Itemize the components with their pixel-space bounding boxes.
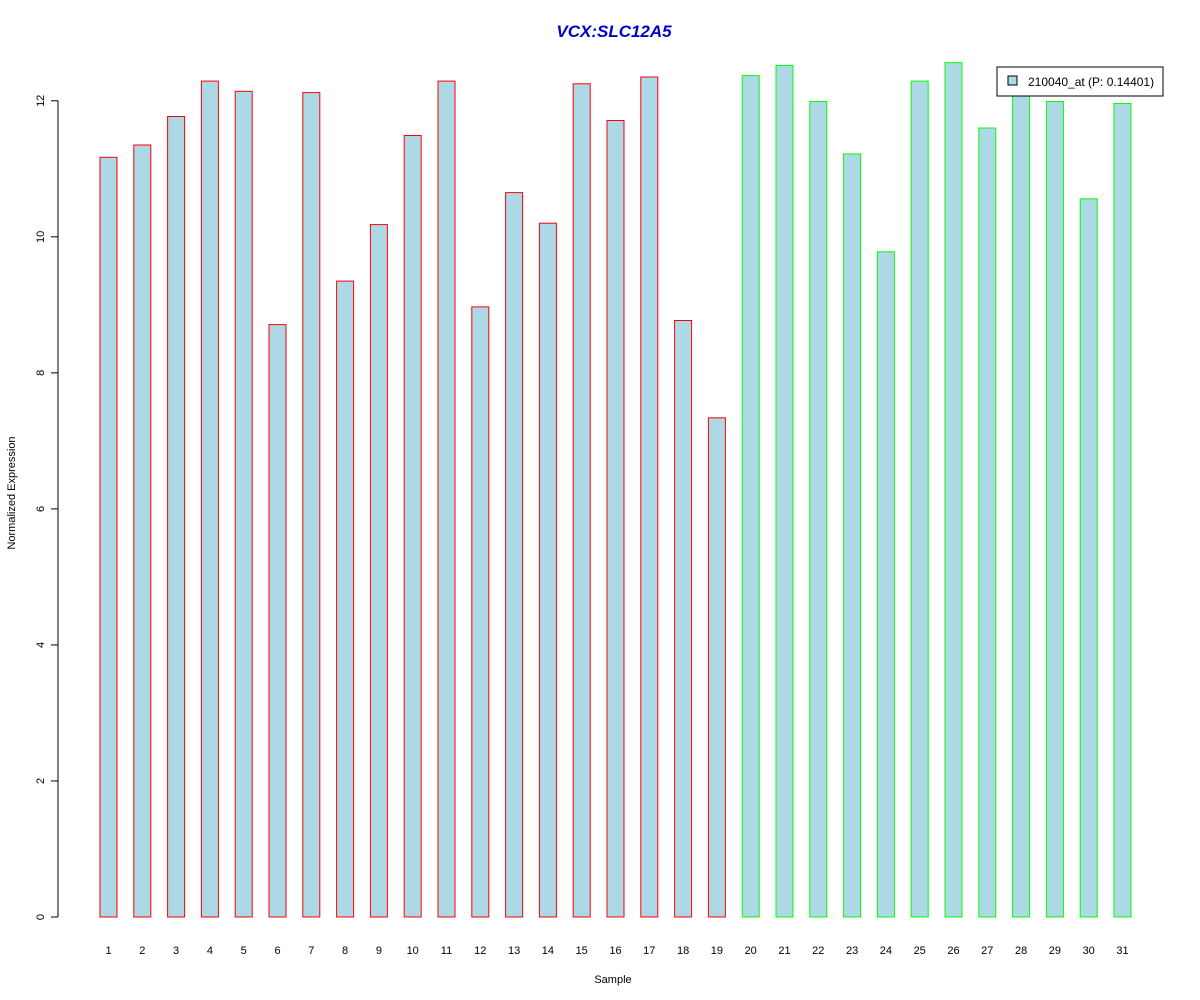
x-tick-label: 31 xyxy=(1116,945,1128,957)
x-tick-label: 29 xyxy=(1049,945,1061,957)
bar-sample-12 xyxy=(471,306,490,918)
bar-sample-3 xyxy=(167,116,186,918)
x-tick-label: 4 xyxy=(207,945,213,957)
x-axis-labels: 1 2 3 4 5 6 7 8 9 10 11 12 13 14 15 16 17 18 19 20 21 22 23 24 2… xyxy=(105,945,1128,957)
bar-sample-17 xyxy=(640,76,659,918)
legend-swatch xyxy=(1007,75,1018,86)
bar-sample-14 xyxy=(538,222,557,918)
x-tick-label: 8 xyxy=(342,945,348,957)
x-tick-label: 10 xyxy=(407,945,419,957)
y-tick-label: 4 xyxy=(35,642,47,648)
x-tick-label: 14 xyxy=(542,945,554,957)
legend-box xyxy=(996,66,1164,97)
x-axis-label: Sample xyxy=(594,974,631,986)
x-tick-label: 22 xyxy=(812,945,824,957)
x-tick-label: 18 xyxy=(677,945,689,957)
x-tick-label: 21 xyxy=(778,945,790,957)
x-tick-label: 7 xyxy=(308,945,314,957)
bar-sample-5 xyxy=(234,90,253,918)
bar-sample-31 xyxy=(1113,103,1132,918)
y-axis-label: Normalized Expression xyxy=(6,436,18,549)
bar-sample-2 xyxy=(133,144,152,918)
bar-sample-20 xyxy=(741,75,760,918)
bar-sample-19 xyxy=(707,417,726,918)
bar-sample-23 xyxy=(843,153,862,918)
y-tick-label: 12 xyxy=(35,95,47,107)
bar-sample-7 xyxy=(302,92,321,918)
x-tick-label: 5 xyxy=(241,945,247,957)
x-tick-label: 9 xyxy=(376,945,382,957)
bar-sample-27 xyxy=(978,127,997,918)
y-tick-label: 10 xyxy=(35,231,47,243)
x-tick-label: 27 xyxy=(981,945,993,957)
bar-sample-13 xyxy=(505,192,524,918)
y-tick-label: 0 xyxy=(35,914,47,920)
bar-sample-16 xyxy=(606,120,625,918)
bar-sample-18 xyxy=(674,320,693,918)
x-tick-label: 30 xyxy=(1083,945,1095,957)
y-axis: 0 2 4 6 8 10 12 xyxy=(35,95,59,920)
y-tick-label: 6 xyxy=(35,506,47,512)
bar-sample-24 xyxy=(876,251,895,918)
bar-sample-1 xyxy=(99,156,118,918)
bar-sample-4 xyxy=(200,80,219,918)
bar-sample-8 xyxy=(336,280,355,918)
x-tick-label: 17 xyxy=(643,945,655,957)
legend-label: 210040_at (P: 0.14401) xyxy=(1028,75,1154,89)
x-tick-label: 15 xyxy=(576,945,588,957)
y-tick-label: 8 xyxy=(35,370,47,376)
y-tick-label: 2 xyxy=(35,778,47,784)
x-tick-label: 13 xyxy=(508,945,520,957)
x-tick-label: 6 xyxy=(274,945,280,957)
x-tick-label: 25 xyxy=(914,945,926,957)
x-tick-label: 19 xyxy=(711,945,723,957)
bar-sample-21 xyxy=(775,64,794,918)
bar-sample-11 xyxy=(437,80,456,918)
chart-title: VCX:SLC12A5 xyxy=(556,22,672,41)
bar-sample-15 xyxy=(572,83,591,918)
bar-sample-25 xyxy=(910,80,929,918)
legend: 210040_at (P: 0.14401) xyxy=(996,66,1164,97)
x-tick-label: 1 xyxy=(105,945,111,957)
x-tick-label: 12 xyxy=(474,945,486,957)
x-tick-label: 11 xyxy=(441,945,452,957)
bar-sample-28 xyxy=(1012,93,1031,918)
x-tick-label: 3 xyxy=(173,945,179,957)
x-tick-label: 16 xyxy=(609,945,621,957)
x-tick-label: 23 xyxy=(846,945,858,957)
bars xyxy=(99,62,1132,918)
bar-sample-9 xyxy=(369,224,388,918)
bar-sample-30 xyxy=(1079,198,1098,918)
bar-sample-26 xyxy=(944,62,963,918)
x-tick-label: 24 xyxy=(880,945,892,957)
x-tick-label: 2 xyxy=(139,945,145,957)
bar-sample-29 xyxy=(1045,101,1064,918)
bar-sample-22 xyxy=(809,101,828,918)
bar-sample-6 xyxy=(268,324,287,918)
x-tick-label: 28 xyxy=(1015,945,1027,957)
x-tick-label: 26 xyxy=(947,945,959,957)
x-tick-label: 20 xyxy=(745,945,757,957)
bar-sample-10 xyxy=(403,135,422,918)
